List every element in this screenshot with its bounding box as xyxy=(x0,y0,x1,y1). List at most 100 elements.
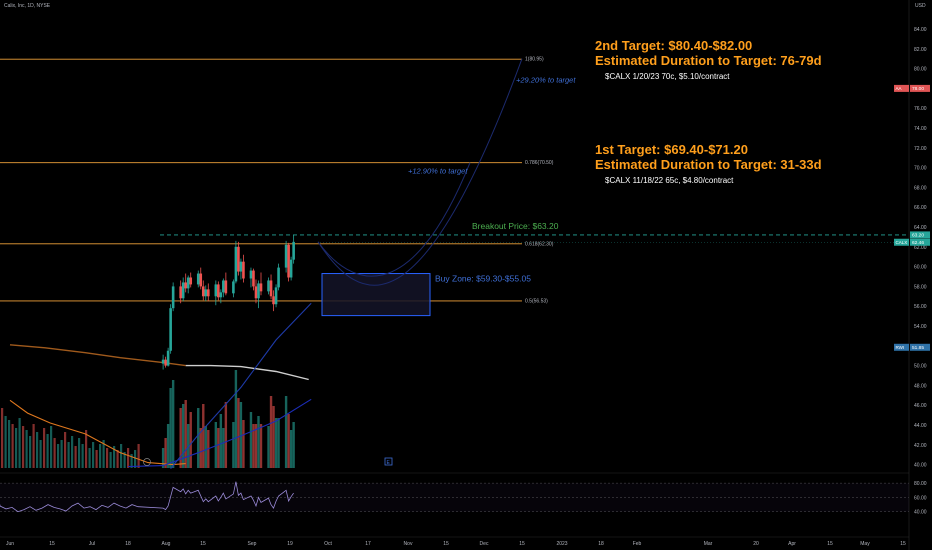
candle-body xyxy=(164,359,167,366)
volume-bar xyxy=(22,426,25,468)
rsi-line xyxy=(0,481,294,513)
candles xyxy=(161,234,295,370)
fib-levels: 1(80.95) 0.786(70.50) 0.618(62.30) 0.5(56.5… xyxy=(0,57,554,304)
candle-body xyxy=(196,273,200,285)
price-tick-label: 74.00 xyxy=(914,126,927,132)
time-tick-label: Mar xyxy=(704,541,713,547)
event-marker-text: E xyxy=(387,460,391,466)
fib-label: 0.618(62.30) xyxy=(525,241,554,247)
price-badge xyxy=(910,84,930,92)
volume-bar xyxy=(181,404,185,468)
volume-bar xyxy=(214,422,218,468)
volume-bar xyxy=(204,426,207,468)
time-tick-label: Feb xyxy=(633,541,642,547)
candle-body xyxy=(217,284,220,298)
price-tick-label: 84.00 xyxy=(914,27,927,33)
time-tick-label: Jul xyxy=(89,541,95,547)
volume-bar xyxy=(71,436,74,468)
volume-bar xyxy=(287,414,290,468)
volume-bar xyxy=(202,404,205,468)
volume-bar xyxy=(257,416,260,468)
ma-blue-line xyxy=(170,302,312,469)
price-tick-label: 60.00 xyxy=(914,265,927,271)
price-tick-label: 58.00 xyxy=(914,284,927,290)
time-tick-label: 2023 xyxy=(556,541,567,547)
ma-gray-line xyxy=(185,364,309,381)
event-marker xyxy=(384,457,393,466)
price-badge-value: 63.20 xyxy=(912,233,924,239)
candle-body xyxy=(166,350,170,366)
price-badge xyxy=(910,231,930,239)
volume-bar xyxy=(50,426,53,468)
candle-body xyxy=(189,277,193,285)
price-badge-value: 62.46 xyxy=(912,240,924,246)
volume-bar xyxy=(67,442,70,468)
volume-bar xyxy=(88,448,91,468)
rsi-tick-label: 60.00 xyxy=(914,495,927,501)
currency-label: USD xyxy=(915,3,926,9)
price-tick-label: 46.00 xyxy=(914,403,927,409)
breakout-label: Breakout Price: $63.20 xyxy=(472,221,559,231)
candle-body xyxy=(171,286,175,309)
volume-bar xyxy=(36,432,39,468)
candle-body xyxy=(184,282,187,289)
volume-bar xyxy=(259,424,263,468)
volume-bar xyxy=(239,402,243,468)
candle-body xyxy=(169,308,172,351)
volume-bar xyxy=(189,412,192,468)
volume-bar xyxy=(277,418,280,468)
price-tick-label: 54.00 xyxy=(914,324,927,330)
time-tick-label: 15 xyxy=(519,541,525,547)
price-badge-value: 51.85 xyxy=(912,345,924,351)
candle-body xyxy=(179,286,182,299)
candle-body xyxy=(161,359,165,364)
price-tick-label: 80.00 xyxy=(914,67,927,73)
price-tick-label: 56.00 xyxy=(914,304,927,310)
time-tick-label: Apr xyxy=(788,541,796,547)
volume-bars xyxy=(1,370,295,468)
volume-bar xyxy=(164,438,167,468)
volume-bar xyxy=(39,440,42,468)
volume-bar xyxy=(15,428,18,468)
price-tick-label: 40.00 xyxy=(914,463,927,469)
volume-bar xyxy=(222,428,225,468)
volume-bar xyxy=(184,400,187,468)
price-badges: AA 78.00 63.20 CALX 62.46 RWI 51.85 xyxy=(894,84,930,351)
price-tick-label: 72.00 xyxy=(914,146,927,152)
price-tick-label: 66.00 xyxy=(914,205,927,211)
volume-bar xyxy=(134,450,137,468)
candle-body xyxy=(257,283,260,299)
volume-bar xyxy=(187,424,190,468)
candle-body xyxy=(224,280,228,294)
candle-body xyxy=(204,289,208,297)
volume-bar xyxy=(81,444,84,468)
candle-body xyxy=(284,244,288,268)
candle-body xyxy=(267,280,270,292)
price-tick-label: 70.00 xyxy=(914,166,927,172)
volume-bar xyxy=(274,418,278,468)
volume-bar xyxy=(64,432,67,468)
time-tick-label: 15 xyxy=(900,541,906,547)
volume-bar xyxy=(179,408,182,468)
volume-bar xyxy=(109,452,112,468)
projection-curve-1st xyxy=(317,162,471,277)
volume-bar xyxy=(269,396,273,468)
volume-bar xyxy=(43,428,46,468)
volume-bar xyxy=(123,452,126,468)
volume-bar xyxy=(242,420,245,468)
time-tick-label: 15 xyxy=(200,541,206,547)
candle-body xyxy=(249,270,253,279)
time-tick-label: Nov xyxy=(404,541,413,547)
volume-bar xyxy=(199,428,202,468)
time-tick-label: 20 xyxy=(753,541,759,547)
volume-bar xyxy=(32,424,35,468)
volume-bar xyxy=(99,444,102,468)
volume-bar xyxy=(11,424,14,468)
volume-bar xyxy=(219,414,223,468)
volume-bar xyxy=(127,448,130,468)
candle-body xyxy=(277,267,280,288)
time-tick-label: May xyxy=(860,541,870,547)
volume-bar xyxy=(78,438,81,468)
